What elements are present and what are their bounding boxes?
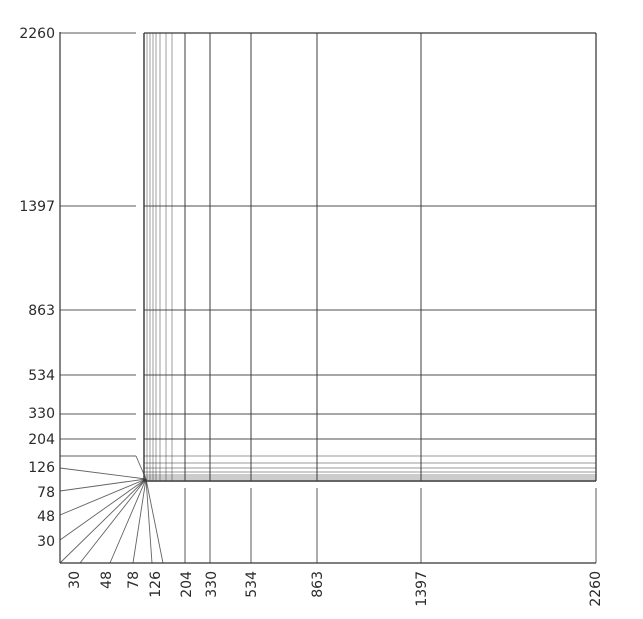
y-label-204: 204 — [28, 432, 55, 448]
y-label-126: 126 — [28, 460, 55, 476]
fan-line — [59, 478, 147, 492]
x-label-48: 48 — [99, 571, 115, 589]
x-label-126: 126 — [148, 571, 164, 598]
x-label-30: 30 — [67, 571, 83, 589]
y-label-2260: 2260 — [19, 26, 55, 42]
y-axis-labels: 2260 1397 863 534 330 204 126 78 48 30 — [19, 26, 55, 550]
y-label-48: 48 — [37, 509, 55, 525]
fan-line — [59, 478, 147, 516]
y-label-330: 330 — [28, 406, 55, 422]
fan-line — [59, 478, 147, 564]
y-label-863: 863 — [28, 303, 55, 319]
fan-lines — [59, 455, 164, 564]
y-label-1397: 1397 — [19, 199, 55, 215]
fan-line — [59, 467, 147, 480]
fan-line — [109, 478, 147, 564]
x-label-204: 204 — [179, 571, 195, 598]
x-label-534: 534 — [244, 571, 260, 598]
grid-lines — [60, 32, 597, 563]
fan-line — [132, 478, 147, 564]
y-label-534: 534 — [28, 368, 55, 384]
x-label-2260: 2260 — [588, 571, 604, 607]
x-label-330: 330 — [204, 571, 220, 598]
x-label-78: 78 — [126, 571, 142, 589]
x-label-863: 863 — [310, 571, 326, 598]
fan-line — [145, 478, 153, 564]
fan-line — [145, 478, 164, 564]
x-label-1397: 1397 — [414, 571, 430, 607]
x-axis-labels: 30 48 78 126 204 330 534 863 1397 2260 — [67, 571, 604, 607]
fan-line — [135, 455, 147, 480]
y-label-78: 78 — [37, 485, 55, 501]
fan-line — [79, 478, 147, 564]
fan-line — [59, 478, 147, 541]
y-label-30: 30 — [37, 534, 55, 550]
